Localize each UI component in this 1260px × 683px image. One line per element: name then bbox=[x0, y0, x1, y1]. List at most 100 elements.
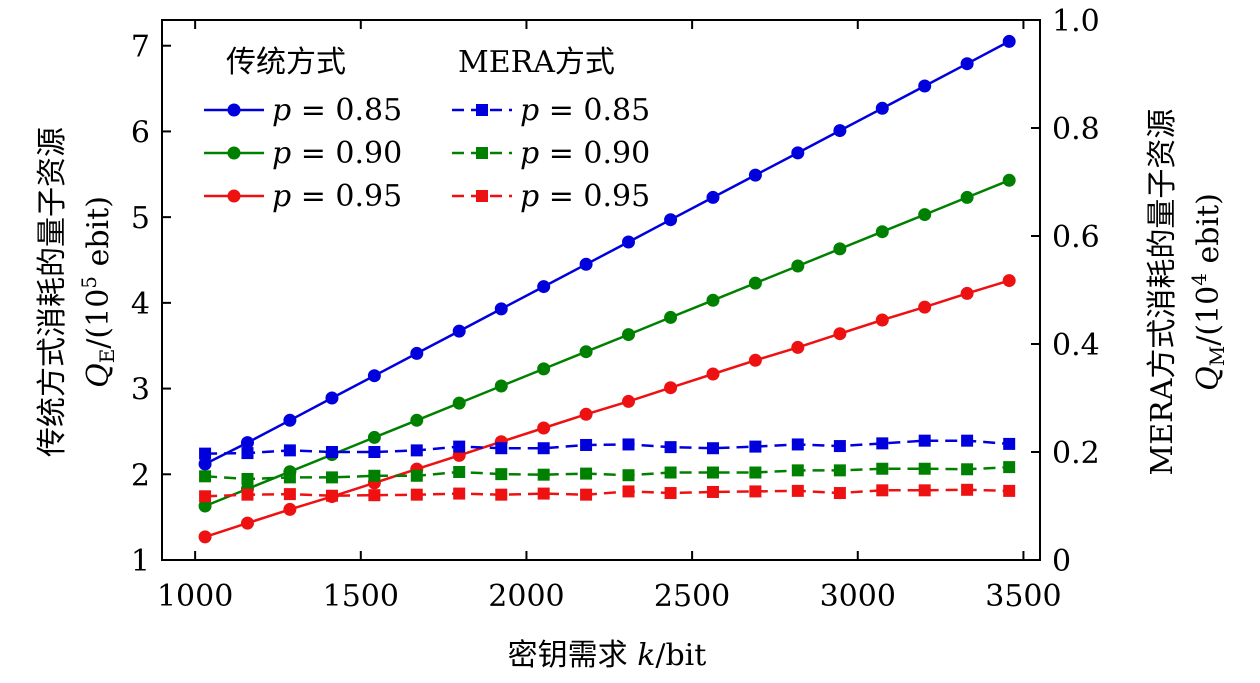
y-left-tick-label-2: 2 bbox=[131, 458, 150, 493]
legend-marker-1 bbox=[227, 146, 241, 160]
legend-heading-traditional: 传统方式 bbox=[226, 45, 346, 80]
left-unit-symbol: Q bbox=[81, 363, 116, 388]
series-4-point-2 bbox=[283, 471, 296, 484]
series-0-point-7 bbox=[494, 302, 508, 316]
series-0-point-11 bbox=[664, 213, 678, 227]
series-3-point-16 bbox=[876, 437, 889, 450]
series-2-point-2 bbox=[283, 502, 297, 516]
x-axis-label: 密钥需求 k/bit bbox=[508, 638, 707, 673]
x-label-unit: /bit bbox=[655, 638, 706, 673]
series-0-point-0 bbox=[198, 457, 212, 471]
series-5-point-15 bbox=[833, 487, 846, 500]
series-4-point-19 bbox=[1003, 461, 1016, 474]
legend-label-2: p = 0.95 bbox=[272, 179, 402, 214]
right-unit-end: ebit) bbox=[1191, 193, 1226, 273]
series-3-point-17 bbox=[918, 434, 931, 447]
series-0-point-16 bbox=[875, 101, 889, 115]
series-5-point-5 bbox=[410, 488, 423, 501]
series-2-point-0 bbox=[198, 530, 212, 544]
legend-marker-4 bbox=[476, 147, 488, 159]
series-4-point-10 bbox=[622, 469, 635, 482]
series-2-point-16 bbox=[875, 313, 889, 327]
series-5-point-16 bbox=[876, 484, 889, 497]
series-3-point-9 bbox=[580, 438, 593, 451]
series-5-point-3 bbox=[325, 489, 338, 502]
series-line-0 bbox=[204, 40, 1010, 466]
series-2-point-19 bbox=[1002, 274, 1016, 288]
left-unit-rest: /(10 bbox=[81, 289, 116, 349]
series-2-point-12 bbox=[706, 367, 720, 381]
y-right-tick-label-1.0: 1.0 bbox=[1052, 4, 1100, 39]
series-3-point-1 bbox=[241, 447, 254, 460]
series-3-point-8 bbox=[537, 442, 550, 455]
series-3-point-7 bbox=[495, 442, 508, 455]
series-0-point-6 bbox=[452, 324, 466, 338]
series-0-point-1 bbox=[240, 436, 254, 450]
series-4-point-0 bbox=[199, 470, 212, 483]
series-1-point-18 bbox=[960, 190, 974, 204]
series-3-point-4 bbox=[368, 446, 381, 458]
series-5-point-12 bbox=[706, 485, 719, 498]
series-0-point-13 bbox=[748, 168, 762, 182]
legend-heading-mera: MERA方式 bbox=[458, 45, 615, 80]
legend-label-4: p = 0.90 bbox=[520, 136, 650, 171]
right-unit-rest: /(10 bbox=[1191, 286, 1226, 346]
right-y-axis-label-line1: MERA方式消耗的量子资源 bbox=[1145, 109, 1180, 476]
series-1-point-4 bbox=[367, 430, 381, 444]
left-unit-end: ebit) bbox=[81, 196, 116, 276]
series-3-point-14 bbox=[791, 438, 804, 451]
x-tick-label-2000: 2000 bbox=[488, 579, 564, 614]
series-5-point-9 bbox=[580, 488, 593, 501]
series-0-point-2 bbox=[283, 413, 297, 427]
series-1-point-19 bbox=[1002, 173, 1016, 187]
series-5-point-7 bbox=[495, 488, 508, 501]
series-4-point-7 bbox=[495, 468, 508, 481]
series-4-point-12 bbox=[706, 466, 719, 479]
series-1-point-12 bbox=[706, 293, 720, 307]
right-y-axis-label: MERA方式消耗的量子资源 bbox=[1145, 109, 1180, 476]
series-1-point-7 bbox=[494, 379, 508, 393]
y-right-tick-label-0.6: 0.6 bbox=[1052, 220, 1100, 255]
series-4 bbox=[199, 461, 1016, 485]
series-3-point-13 bbox=[749, 440, 762, 453]
series-0-point-15 bbox=[833, 124, 847, 138]
svg-text:QM/(104 ebit): QM/(104 ebit) bbox=[1187, 193, 1229, 391]
left-y-axis-label-line1: 传统方式消耗的量子资源 bbox=[35, 127, 70, 457]
x-tick-label-1000: 1000 bbox=[157, 579, 233, 614]
series-1-point-8 bbox=[537, 362, 551, 376]
y-left-tick-label-6: 6 bbox=[131, 115, 150, 150]
series-0-point-3 bbox=[325, 391, 339, 405]
right-y-axis-unit: QM/(104 ebit) bbox=[1187, 193, 1229, 391]
legend: 传统方式 MERA方式 p = 0.85 p = 0.90 p = 0.95 p = 0.… bbox=[204, 45, 650, 214]
series-0-point-12 bbox=[706, 190, 720, 204]
series-3-point-6 bbox=[453, 440, 466, 453]
legend-label-0: p = 0.85 bbox=[272, 93, 402, 128]
series-5-point-10 bbox=[622, 485, 635, 498]
legend-marker-5 bbox=[476, 190, 488, 202]
series-0 bbox=[198, 34, 1016, 471]
series-5-point-6 bbox=[453, 487, 466, 500]
series-2-point-15 bbox=[833, 327, 847, 341]
right-unit-subscript: M bbox=[1205, 346, 1229, 366]
series-5-point-0 bbox=[199, 490, 212, 503]
y-left-tick-label-1: 1 bbox=[131, 544, 150, 579]
series-2-point-14 bbox=[791, 340, 805, 354]
x-tick-label-3500: 3500 bbox=[985, 579, 1061, 614]
series-2-point-10 bbox=[621, 394, 635, 408]
legend-label-3: p = 0.85 bbox=[520, 93, 650, 128]
left-unit-exp: 5 bbox=[77, 276, 101, 289]
series-0-point-10 bbox=[621, 235, 635, 249]
series-3-point-0 bbox=[199, 447, 212, 460]
series-0-point-18 bbox=[960, 57, 974, 71]
series-4-point-14 bbox=[791, 464, 804, 477]
series-1-point-16 bbox=[875, 225, 889, 239]
series-line-5 bbox=[205, 488, 1010, 498]
right-unit-symbol: Q bbox=[1191, 366, 1226, 391]
x-label-variable: k bbox=[637, 638, 655, 673]
legend-label-5: p = 0.95 bbox=[520, 179, 650, 214]
plot-frame bbox=[161, 19, 1041, 561]
x-tick-label-1500: 1500 bbox=[323, 579, 399, 614]
legend-marker-2 bbox=[227, 189, 241, 203]
series-4-point-6 bbox=[453, 465, 466, 478]
series-4-point-9 bbox=[580, 467, 593, 480]
